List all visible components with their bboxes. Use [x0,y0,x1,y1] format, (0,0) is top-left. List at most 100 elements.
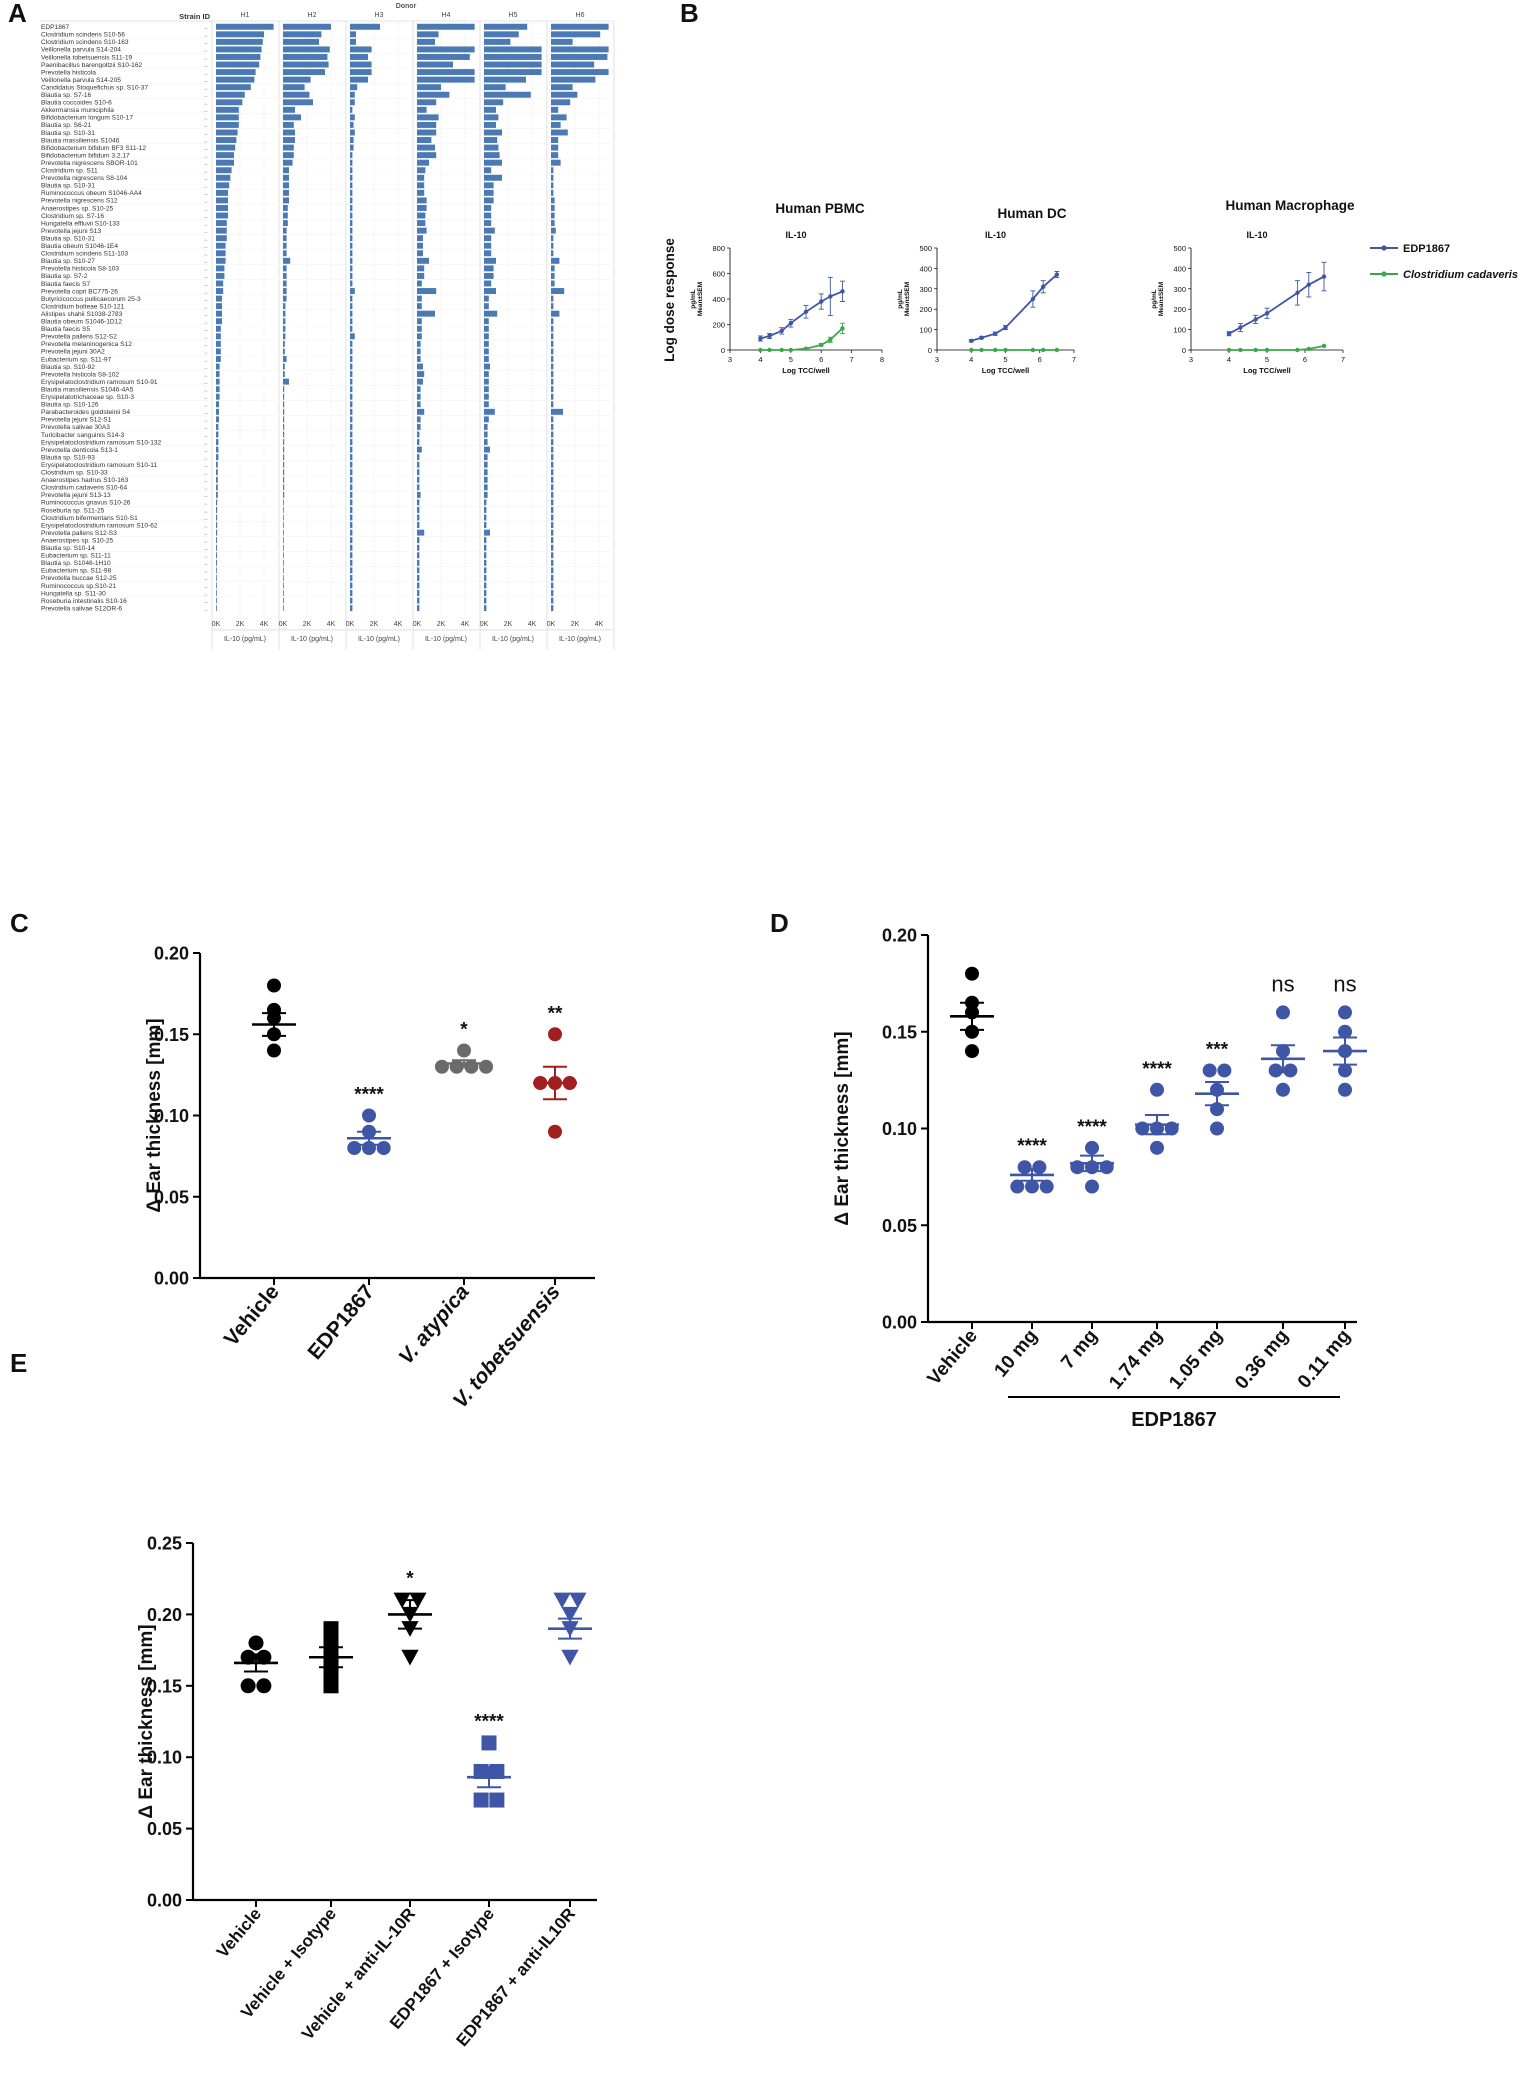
chart-a-bar-H3-73 [350,574,353,581]
chart-a-bar-H5-29 [484,242,492,249]
chart-a-bar-H2-20 [283,174,289,181]
chart-b-xtick-label: 8 [880,355,884,364]
chart-a-bar-H1-54 [216,431,219,438]
chart-e-ylabel: Δ Ear thickness [mm] [136,1624,157,1818]
chart-a-row-marker: .. [204,303,208,310]
chart-a-strain-label: Anaerostipes sp. S10-25 [41,537,114,544]
chart-b-panel-title: Human DC [997,206,1066,221]
chart-c-point [362,1108,376,1123]
chart-b-point-1 [819,342,824,348]
chart-a-row-marker: .. [204,560,208,567]
chart-a-bar-H3-43 [350,348,353,355]
chart-a-bar-H5-70 [484,552,487,559]
chart-b-point-1 [840,326,845,331]
chart-a-bar-H2-42 [283,340,285,347]
chart-a-row-marker: .. [204,356,208,363]
chart-b-ylabel-unit: pg/mL [897,289,904,309]
chart-c-group-label: EDP1867 [303,1280,378,1364]
chart-a-row-marker: .. [204,364,208,371]
chart-a-bar-H4-2 [417,38,435,45]
chart-a-bar-H4-36 [417,295,422,302]
chart-a-bar-H3-31 [350,257,353,264]
chart-a-bar-H5-32 [484,265,494,272]
chart-a-bar-H2-34 [283,280,287,287]
chart-a-strain-bars: Donor Strain ID H1 0K 2K 4K IL-10 (pg/mL) H2 0K 2… [40,3,615,650]
chart-a-bar-H1-76 [216,597,217,604]
chart-a-strain-label: EDP1867 [41,24,70,31]
chart-a-bar-H2-47 [283,378,289,385]
chart-a-bar-H4-5 [417,61,453,68]
chart-a-row-marker: .. [204,205,208,212]
chart-a-bar-H4-17 [417,152,437,159]
chart-a-bar-H1-14 [216,129,238,136]
chart-a-bar-H5-23 [484,197,494,204]
chart-b-xtick-label: 6 [1038,355,1042,364]
chart-a-bar-H3-60 [350,476,353,483]
chart-a-xtick: 0K [212,621,221,628]
chart-a-row-marker: .. [204,485,208,492]
chart-a-bar-H5-12 [484,114,499,121]
chart-a-xtick: 4K [461,621,470,628]
chart-a-bar-H1-73 [216,574,217,581]
chart-b-point-1 [758,347,763,353]
chart-a-strain-label: Blautia sp. S10-93 [41,454,95,461]
chart-a-xtick: 0K [413,621,422,628]
chart-a-bar-H1-20 [216,174,231,181]
chart-a-bar-H5-28 [484,235,492,242]
chart-a-bar-H2-57 [283,454,285,461]
chart-a-bar-H3-11 [350,106,353,113]
chart-a-bar-H1-71 [216,559,217,566]
chart-a-bar-H3-26 [350,220,353,227]
chart-a-bar-H5-71 [484,559,487,566]
chart-a-bar-H4-54 [417,431,420,438]
chart-a-bar-H1-63 [216,499,218,506]
chart-a-xtick: 4K [327,621,336,628]
chart-a-bar-H6-29 [551,242,554,249]
chart-a-bar-H4-25 [417,212,426,219]
chart-a-bar-H3-74 [350,582,353,589]
chart-a-bar-H1-16 [216,144,236,151]
chart-a-bar-H6-26 [551,220,555,227]
chart-a-row-marker: .. [204,62,208,69]
chart-b-point-0 [1253,317,1258,322]
chart-d-group-label: 1.05 mg [1165,1326,1227,1394]
chart-a-row-marker: .. [204,492,208,499]
chart-a-strain-label: Prevotella nigrescens SBOR-101 [41,160,138,167]
chart-a-strain-label: Clostridium cadaveris S10-64 [41,485,127,492]
chart-a-bar-H1-33 [216,272,225,279]
chart-a-bar-H5-27 [484,227,495,234]
chart-a-row-marker: .. [204,273,208,280]
chart-e-ytick-label: 0.05 [147,1819,182,1839]
chart-a-bar-H2-18 [283,159,293,166]
chart-b-point-0 [1306,282,1312,287]
chart-a-strain-label: Prevotella pallens S12-S3 [41,530,117,537]
chart-a-bar-H5-75 [484,590,487,596]
chart-a-bar-H3-7 [350,76,368,83]
chart-a-bar-H3-28 [350,235,353,242]
chart-a-bar-H4-51 [417,408,425,415]
chart-a-bar-H4-4 [417,54,470,60]
chart-a-bar-H1-77 [216,605,217,612]
chart-a-bar-H3-77 [350,605,353,612]
chart-a-strain-label: Blautia sp. S6-21 [41,122,92,129]
chart-a-bar-H2-71 [283,559,284,566]
chart-a-bar-H5-58 [484,461,488,468]
chart-b-subtitle: IL-10 [1246,230,1267,240]
chart-a-bar-H6-44 [551,356,554,362]
chart-a-bar-H4-72 [417,567,420,574]
chart-b-point-0 [819,299,824,304]
chart-a-bar-H4-39 [417,318,422,325]
chart-a-bar-H1-12 [216,114,239,121]
chart-e-ytick-label: 0.15 [147,1676,182,1696]
chart-a-bar-H3-64 [350,507,353,513]
chart-a-bar-H4-32 [417,265,425,272]
chart-a-bar-H3-14 [350,129,355,136]
chart-b-ytick-label: 600 [712,270,725,279]
chart-c-ytick-label: 0.10 [154,1106,189,1126]
chart-a-bar-H1-46 [216,371,220,378]
chart-a-bar-H2-43 [283,348,285,355]
chart-b-xlabel: Log TCC/well [982,366,1030,375]
chart-a-strain-label: Erysipelatotrichaceae sp. S10-3 [41,394,134,401]
chart-a-bar-H2-35 [283,288,287,294]
